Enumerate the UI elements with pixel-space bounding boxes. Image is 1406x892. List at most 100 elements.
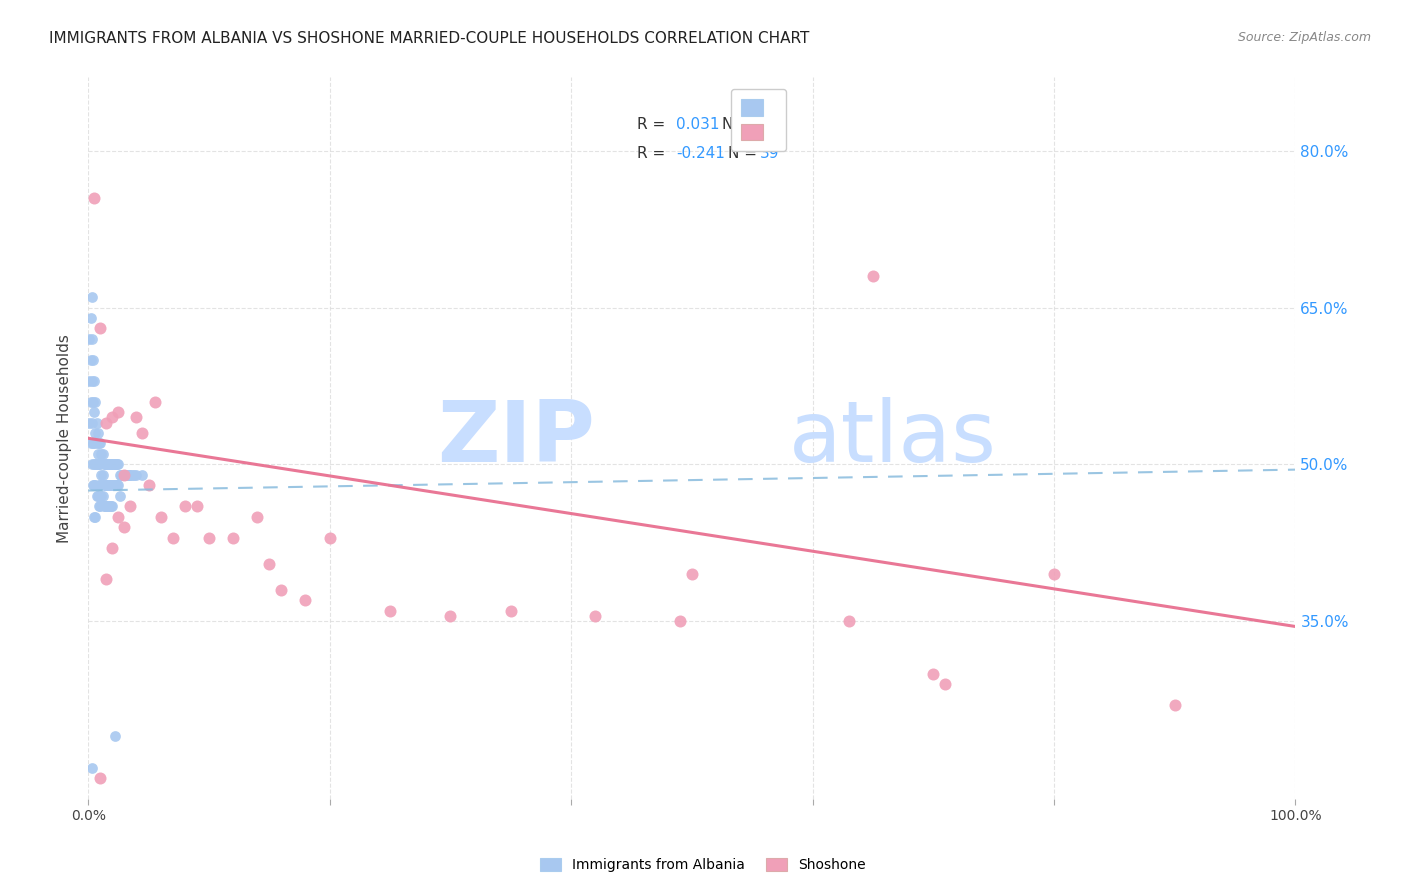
Legend: , : , <box>731 88 786 151</box>
Point <box>149 509 172 524</box>
Point <box>84 509 107 524</box>
Point <box>79 436 101 450</box>
Point <box>115 467 138 482</box>
Point <box>173 500 195 514</box>
Point <box>862 269 884 284</box>
Point <box>294 593 316 607</box>
Point <box>83 478 105 492</box>
Text: R =: R = <box>637 145 671 161</box>
Point <box>131 425 153 440</box>
Text: 0.031: 0.031 <box>676 117 720 132</box>
Point <box>112 467 135 482</box>
Point <box>84 394 107 409</box>
Point <box>86 489 108 503</box>
Point <box>101 500 124 514</box>
Point <box>90 467 112 482</box>
Point <box>96 573 118 587</box>
Point <box>83 458 105 472</box>
Point <box>87 436 110 450</box>
Point <box>112 467 135 482</box>
Point <box>97 500 120 514</box>
Point <box>143 394 166 409</box>
Point <box>82 478 104 492</box>
Point <box>84 458 107 472</box>
Point <box>97 458 120 472</box>
Point <box>101 541 124 555</box>
Point <box>838 614 860 628</box>
Point <box>89 436 111 450</box>
Point <box>96 416 118 430</box>
Point <box>105 458 128 472</box>
Point <box>107 509 129 524</box>
Text: 39: 39 <box>759 145 779 161</box>
Point <box>82 436 104 450</box>
Point <box>89 321 111 335</box>
Point <box>90 489 112 503</box>
Point <box>80 374 103 388</box>
Point <box>80 416 103 430</box>
Point <box>79 394 101 409</box>
Y-axis label: Married-couple Households: Married-couple Households <box>58 334 72 542</box>
Point <box>93 458 115 472</box>
Point <box>222 531 245 545</box>
Text: -0.241: -0.241 <box>676 145 725 161</box>
Point <box>94 458 117 472</box>
Point <box>79 332 101 346</box>
Point <box>87 458 110 472</box>
Point <box>83 191 105 205</box>
Point <box>94 478 117 492</box>
Point <box>108 489 131 503</box>
Point <box>89 478 111 492</box>
Text: N =: N = <box>728 145 762 161</box>
Point <box>87 489 110 503</box>
Text: IMMIGRANTS FROM ALBANIA VS SHOSHONE MARRIED-COUPLE HOUSEHOLDS CORRELATION CHART: IMMIGRANTS FROM ALBANIA VS SHOSHONE MARR… <box>49 31 810 46</box>
Point <box>162 531 184 545</box>
Point <box>1164 698 1187 712</box>
Point <box>934 677 956 691</box>
Point <box>80 290 103 304</box>
Point <box>96 458 118 472</box>
Point <box>86 458 108 472</box>
Point <box>103 478 125 492</box>
Point <box>80 761 103 775</box>
Point <box>681 567 703 582</box>
Point <box>111 467 134 482</box>
Point <box>91 447 114 461</box>
Point <box>80 458 103 472</box>
Point <box>84 425 107 440</box>
Point <box>125 467 148 482</box>
Point <box>82 352 104 367</box>
Text: R =: R = <box>637 117 671 132</box>
Point <box>87 478 110 492</box>
Text: ZIP: ZIP <box>437 397 595 480</box>
Point <box>83 436 105 450</box>
Point <box>101 410 124 425</box>
Point <box>121 467 143 482</box>
Point <box>583 609 606 624</box>
Point <box>101 478 124 492</box>
Point <box>668 614 690 628</box>
Point <box>257 557 280 571</box>
Legend: Immigrants from Albania, Shoshone: Immigrants from Albania, Shoshone <box>534 853 872 878</box>
Point <box>90 447 112 461</box>
Point <box>87 425 110 440</box>
Point <box>87 447 110 461</box>
Point <box>120 467 142 482</box>
Point <box>103 458 125 472</box>
Text: N =: N = <box>723 117 756 132</box>
Point <box>122 467 145 482</box>
Point <box>79 310 101 325</box>
Point <box>79 374 101 388</box>
Point <box>104 478 127 492</box>
Text: atlas: atlas <box>789 397 997 480</box>
Point <box>105 478 128 492</box>
Point <box>98 478 121 492</box>
Point <box>93 478 115 492</box>
Point <box>82 394 104 409</box>
Point <box>107 405 129 419</box>
Text: 99: 99 <box>754 117 773 132</box>
Point <box>107 478 129 492</box>
Point <box>107 458 129 472</box>
Point <box>89 771 111 785</box>
Point <box>100 458 122 472</box>
